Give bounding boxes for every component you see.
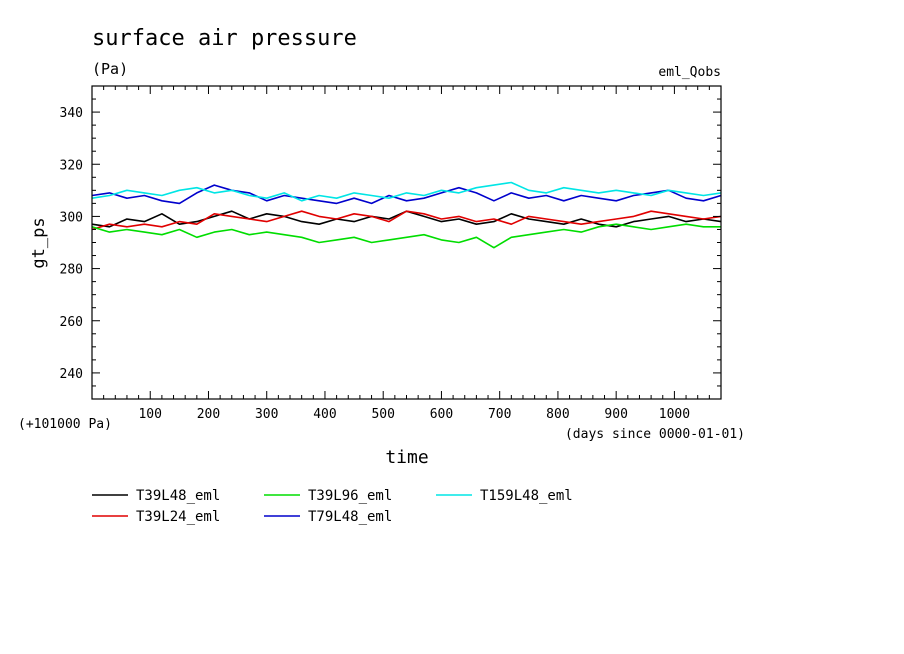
x-tick-label: 900 <box>604 407 627 422</box>
y-tick-label: 280 <box>60 263 83 278</box>
chart-title: surface air pressure <box>92 26 357 51</box>
x-tick-label: 600 <box>430 407 453 422</box>
x-tick-label: 400 <box>313 407 336 422</box>
y-tick-label: 260 <box>60 315 83 330</box>
y-tick-label: 320 <box>60 158 83 173</box>
chart-units: (Pa) <box>92 60 128 78</box>
x-tick-label: 800 <box>546 407 569 422</box>
x-tick-label: 700 <box>488 407 511 422</box>
y-offset-label: (+101000 Pa) <box>18 417 112 432</box>
y-tick-label: 240 <box>60 367 83 382</box>
x-tick-label: 100 <box>138 407 161 422</box>
legend-label-t39l24-eml: T39L24_eml <box>136 509 220 525</box>
series-line-t39l48-eml <box>91 210 722 228</box>
x-tick-label: 200 <box>197 407 220 422</box>
legend-label-t39l96-eml: T39L96_eml <box>308 488 392 504</box>
series-line-t39l96-eml <box>91 223 721 249</box>
legend-label-t39l48-eml: T39L48_eml <box>136 488 220 504</box>
y-tick-label: 300 <box>60 210 83 225</box>
x-tick-label: 500 <box>371 407 394 422</box>
series-layer <box>91 181 722 249</box>
plot-frame <box>91 85 722 400</box>
series-line-t79l48-eml <box>91 184 722 205</box>
x-axis-label: time <box>385 447 428 468</box>
y-axis-label: gt_ps <box>29 217 49 268</box>
legend-label-t159l48-eml: T159L48_eml <box>480 488 573 504</box>
x-tick-label: 300 <box>255 407 278 422</box>
x-tick-label: 1000 <box>659 407 690 422</box>
y-tick-label: 340 <box>60 106 83 121</box>
series-line-t159l48-eml <box>91 181 722 202</box>
series-line-t39l24-eml <box>91 210 722 231</box>
legend-label-t79l48-eml: T79L48_eml <box>308 509 392 525</box>
x-units-label: (days since 0000-01-01) <box>565 427 745 442</box>
dataset-label: eml_Qobs <box>658 65 721 80</box>
tick-layer: 100 200 300 400 500 600 700 800 900 1000 240 260 280… <box>60 86 721 422</box>
legend: T39L48_eml T39L24_eml T39L96_eml T79L48_eml… <box>92 488 573 525</box>
